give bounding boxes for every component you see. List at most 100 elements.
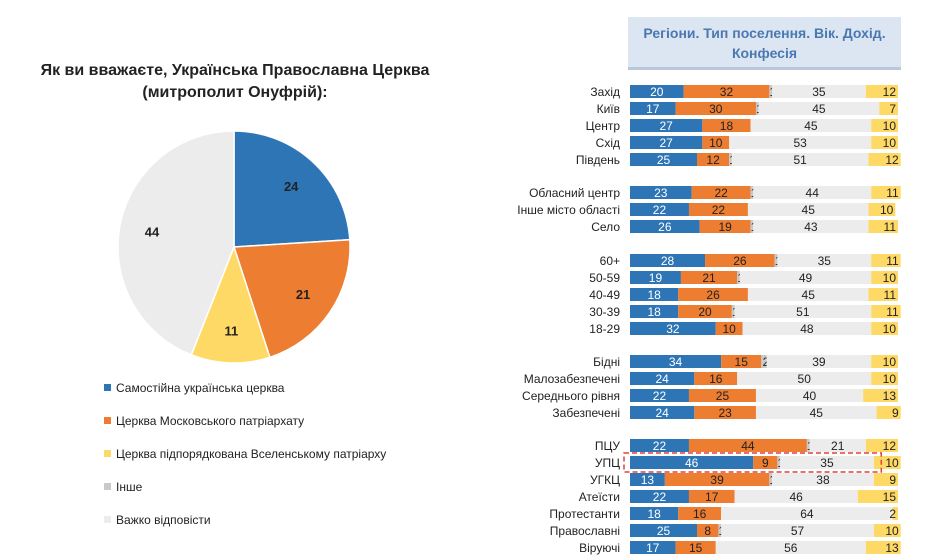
bar-value-label: 10: [885, 456, 899, 470]
bar-segment: [780, 456, 874, 469]
bar-segment: [873, 473, 898, 486]
bar-segment: [871, 254, 901, 267]
bar-value-label: 25: [657, 524, 671, 538]
bar-value-label: 32: [666, 322, 680, 336]
bar-segment: [777, 456, 781, 469]
bar-value-label: 8: [704, 524, 711, 538]
legend-swatch: [104, 483, 111, 490]
row-label: Атеїсти: [579, 490, 620, 504]
bar-segment: [892, 507, 898, 520]
row-label: ПЦУ: [595, 439, 621, 453]
bar-segment: [873, 524, 901, 537]
bar-segment: [868, 203, 896, 216]
bar-segment: [630, 85, 684, 98]
bar-segment: [678, 305, 732, 318]
bar-value-label: 53: [794, 136, 808, 150]
bar-value-label: 17: [646, 102, 660, 116]
bar-segment: [697, 153, 730, 166]
bar-value-label: 51: [794, 153, 808, 167]
pie-slice-label: 44: [145, 224, 160, 239]
row-label: УПЦ: [595, 456, 620, 470]
bar-segment: [630, 153, 697, 166]
bar-value-label: 10: [885, 524, 899, 538]
bar-value-label: 45: [812, 102, 826, 116]
bar-segment: [630, 203, 689, 216]
bar-value-label: 39: [812, 355, 826, 369]
bar-segment: [753, 220, 869, 233]
bar-segment: [750, 119, 872, 132]
bar-value-label: 27: [660, 136, 674, 150]
bar-segment: [699, 220, 751, 233]
row-label: Малозабезпечені: [524, 372, 620, 386]
bar-segment: [702, 119, 751, 132]
row-label: Село: [591, 220, 620, 234]
bar-value-label: 26: [733, 254, 747, 268]
row-label: УГКЦ: [590, 473, 620, 487]
bar-segment: [630, 541, 676, 554]
pie-slice: [233, 130, 351, 248]
bar-segment: [857, 490, 898, 503]
bar-value-label: 10: [883, 322, 897, 336]
bar-value-label: 10: [722, 322, 736, 336]
bar-segment: [688, 389, 756, 402]
bar-segment: [772, 85, 866, 98]
bar-value-label: 13: [641, 473, 655, 487]
bar-segment: [694, 406, 756, 419]
row-label: Схід: [596, 136, 620, 150]
bar-value-label: 56: [784, 541, 798, 555]
bar-value-label: 25: [716, 389, 730, 403]
bar-segment: [871, 322, 898, 335]
bar-segment: [737, 372, 872, 385]
row-label: Інше місто області: [517, 203, 620, 217]
bar-segment: [721, 355, 762, 368]
bar-value-label: 23: [654, 186, 668, 200]
bar-value-label: 22: [653, 389, 667, 403]
row-label: Київ: [597, 102, 620, 116]
bar-value-label: 18: [647, 507, 661, 521]
bar-segment: [678, 288, 748, 301]
bar-segment: [630, 305, 679, 318]
bar-value-label: 26: [706, 288, 720, 302]
bar-value-label: 34: [669, 355, 683, 369]
legend-swatch: [104, 450, 111, 457]
bar-value-label: 35: [812, 85, 826, 99]
pie-slice-label: 11: [225, 323, 239, 338]
bar-value-label: 9: [762, 456, 769, 470]
bar-segment: [879, 102, 898, 115]
row-label: 50-59: [589, 271, 620, 285]
bar-value-label: 38: [816, 473, 830, 487]
bar-segment: [809, 439, 866, 452]
bar-value-label: 22: [653, 203, 667, 217]
row-label: Обласний центр: [529, 186, 620, 200]
bar-segment: [750, 220, 754, 233]
bar-segment: [630, 136, 703, 149]
bar-value-label: 11: [886, 305, 899, 319]
bar-value-label: 10: [883, 355, 897, 369]
bar-value-label: 11: [886, 254, 899, 268]
row-label: Південь: [576, 153, 620, 167]
bar-chart-header: Регіони. Тип поселення. Вік. Дохід. Конф…: [628, 17, 901, 70]
bar-segment: [871, 271, 898, 284]
bar-segment: [675, 102, 756, 115]
bar-segment: [871, 186, 901, 199]
bar-value-label: 23: [718, 406, 732, 420]
bar-segment: [691, 186, 751, 199]
bar-value-label: 17: [646, 541, 660, 555]
bar-value-label: 17: [705, 490, 719, 504]
bar-segment: [630, 254, 706, 267]
pie-chart-title: Як ви вважаєте, Українська Православна Ц…: [0, 60, 470, 104]
bar-segment: [630, 119, 703, 132]
bar-value-label: 21: [702, 271, 716, 285]
pie-slice: [117, 130, 235, 356]
bar-value-label: 39: [710, 473, 724, 487]
bar-segment: [734, 490, 858, 503]
bar-segment: [630, 372, 695, 385]
legend-label: Самостійна українська церква: [116, 381, 285, 395]
bar-value-label: 16: [709, 372, 723, 386]
bar-value-label: 15: [735, 355, 749, 369]
bar-segment: [630, 439, 689, 452]
bar-value-label: 16: [693, 507, 707, 521]
bar-value-label: 11: [884, 288, 897, 302]
row-label: 60+: [600, 254, 620, 268]
bar-segment: [630, 456, 754, 469]
